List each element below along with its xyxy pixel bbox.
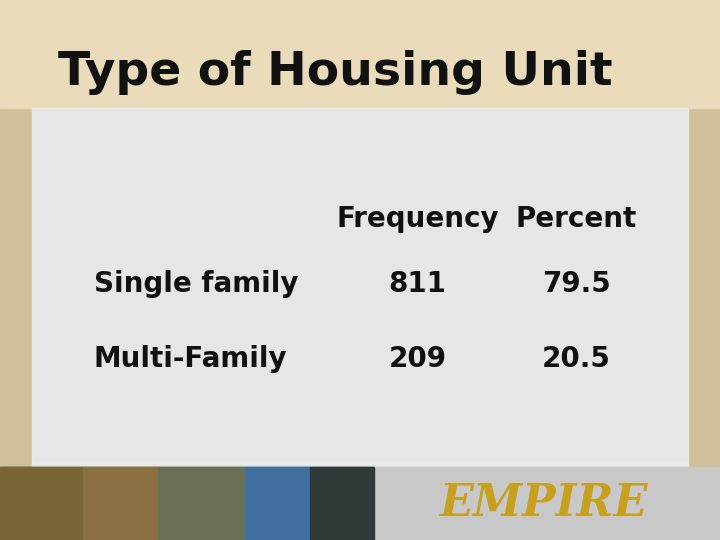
Bar [0, 467, 83, 540]
Text: 20.5: 20.5 [541, 345, 611, 373]
Text: 209: 209 [389, 345, 446, 373]
Text: Percent: Percent [516, 205, 636, 233]
Bar [32, 462, 688, 540]
Bar [245, 467, 310, 540]
Text: 811: 811 [389, 269, 446, 298]
Text: Type of Housing Unit: Type of Housing Unit [58, 50, 612, 96]
Bar [0, 0, 720, 108]
Bar [158, 467, 245, 540]
Bar [0, 467, 374, 540]
Text: Frequency: Frequency [336, 205, 499, 233]
Text: Single family: Single family [94, 269, 298, 298]
Bar [310, 467, 374, 540]
Bar [374, 467, 720, 540]
Text: EMPIRE: EMPIRE [439, 482, 648, 525]
Text: Multi-Family: Multi-Family [94, 345, 287, 373]
Bar [32, 108, 688, 467]
Text: 79.5: 79.5 [541, 269, 611, 298]
Bar [83, 467, 158, 540]
